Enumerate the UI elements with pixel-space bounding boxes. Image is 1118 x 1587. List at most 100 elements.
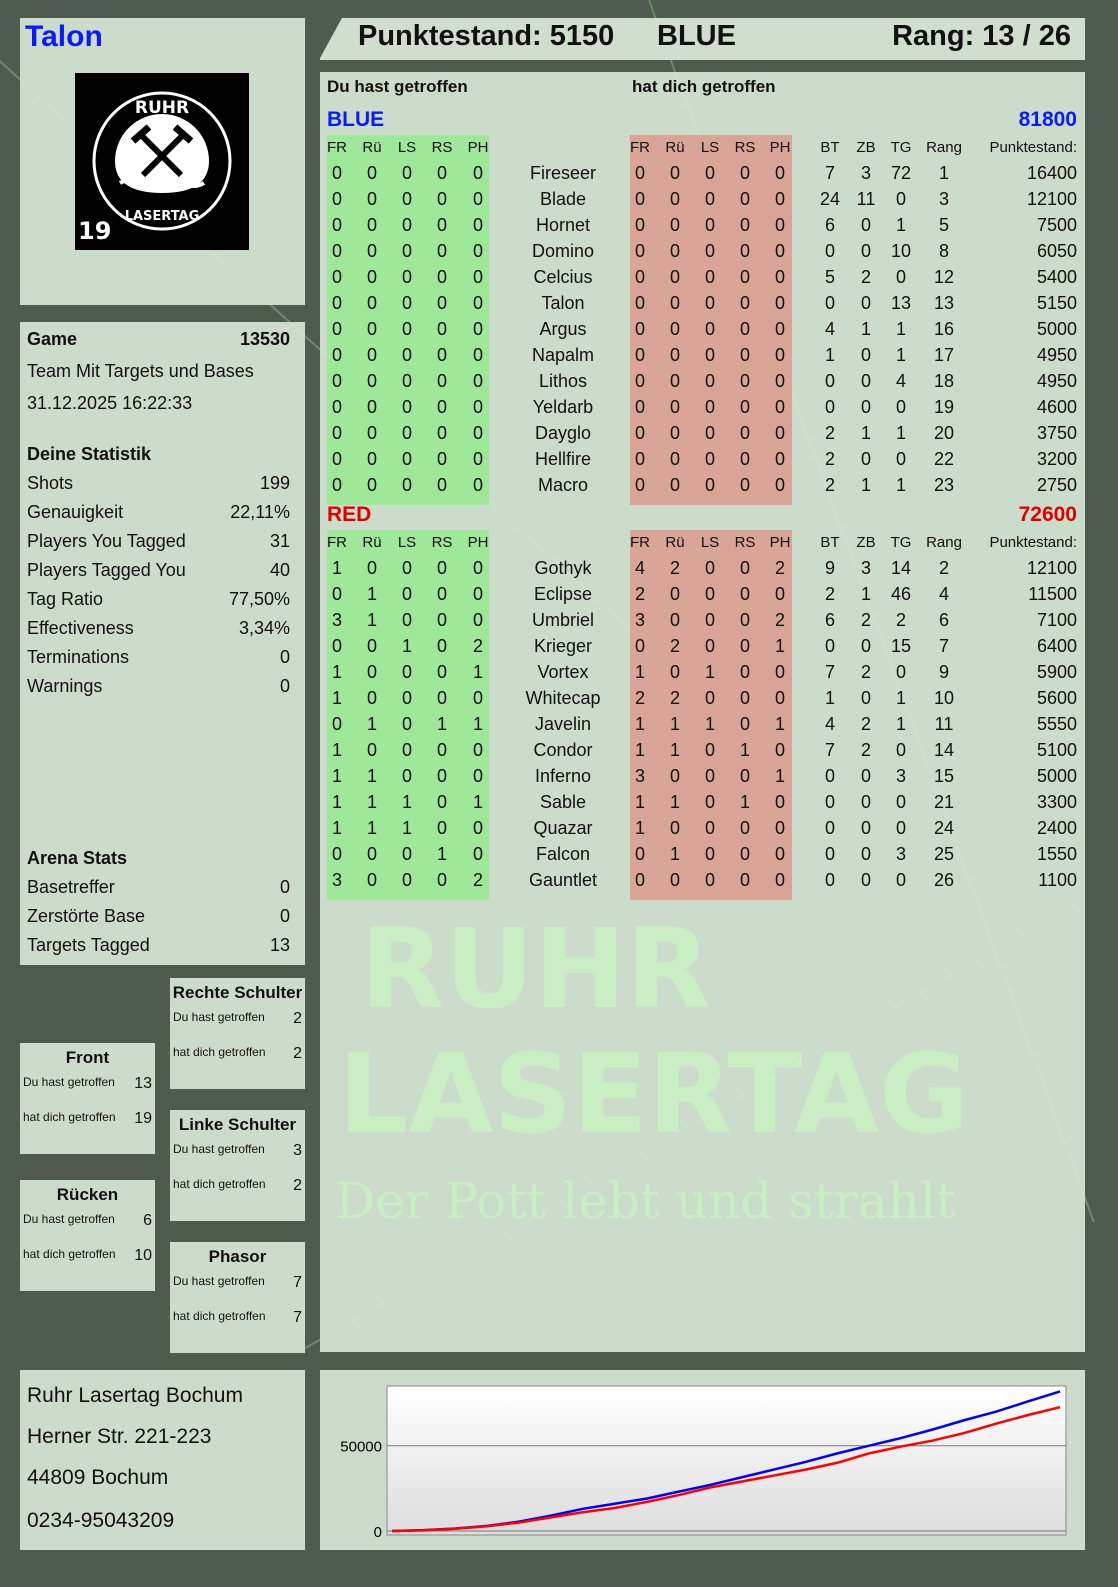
- player-stat: 4: [895, 371, 907, 391]
- player-stat: 16: [933, 319, 955, 339]
- player-stat: 7: [824, 662, 836, 682]
- you-hit-count: 0: [331, 714, 343, 734]
- hit-you-count: 0: [739, 241, 751, 261]
- column-header: LS: [397, 534, 417, 551]
- player-stat: 5: [824, 267, 836, 287]
- player-score: 1550: [1036, 844, 1077, 864]
- hit-you-count: 0: [739, 189, 751, 209]
- column-header: Punktestand:: [989, 139, 1077, 156]
- team-total: 72600: [1018, 503, 1077, 526]
- hit-you-count: 0: [739, 610, 751, 630]
- hit-you-count: 0: [634, 397, 646, 417]
- you-hit-count: 0: [401, 740, 413, 760]
- you-hit-count: 0: [366, 293, 378, 313]
- player-stat: 1: [895, 319, 907, 339]
- player-stat: 72: [890, 163, 912, 183]
- you-hit-count: 0: [436, 371, 448, 391]
- you-hit-count: 0: [472, 766, 484, 786]
- player-stat: 0: [895, 792, 907, 812]
- you-hit-count: 0: [436, 449, 448, 469]
- you-hit-count: 0: [401, 584, 413, 604]
- you-hit-count: 0: [436, 610, 448, 630]
- you-hit-count: 0: [401, 688, 413, 708]
- hit-you-count: 0: [704, 792, 716, 812]
- hit-you-count: 4: [634, 558, 646, 578]
- you-hit-count: 0: [401, 844, 413, 864]
- column-header: Rü: [665, 139, 685, 156]
- column-header: FR: [630, 139, 650, 156]
- hit-you-count: 0: [774, 371, 786, 391]
- you-hit-count: 0: [331, 449, 343, 469]
- player-stat: 15: [933, 766, 955, 786]
- player-stat: 14: [933, 740, 955, 760]
- player-name-cell: Domino: [531, 241, 595, 261]
- hit-you-count: 1: [634, 740, 646, 760]
- you-hit-count: 0: [436, 319, 448, 339]
- stats-title: Deine Statistik: [27, 444, 290, 465]
- player-score: 2400: [1036, 818, 1077, 838]
- hit-you-count: 0: [774, 215, 786, 235]
- zone-you-row: Du hast getroffen 2: [173, 1010, 302, 1028]
- you-hit-count: 0: [366, 423, 378, 443]
- hit-you-count: 0: [704, 740, 716, 760]
- hit-you-count: 0: [774, 584, 786, 604]
- stat-row: Players You Tagged 31: [27, 531, 290, 552]
- you-hit-count: 0: [331, 163, 343, 183]
- player-name-cell: Macro: [537, 475, 589, 495]
- you-hit-count: 1: [436, 714, 448, 734]
- hit-you-count: 0: [669, 475, 681, 495]
- hit-you-count: 0: [774, 792, 786, 812]
- player-stat: 2: [938, 558, 950, 578]
- hit-you-count: 0: [704, 610, 716, 630]
- hit-you-count: 0: [669, 189, 681, 209]
- you-hit-count: 0: [331, 189, 343, 209]
- hit-zone-box: Linke Schulter Du hast getroffen 3 hat di…: [170, 1110, 305, 1221]
- hit-you-count: 0: [704, 397, 716, 417]
- hit-you-count: 3: [634, 766, 646, 786]
- player-name-cell: Inferno: [534, 766, 592, 786]
- player-stat: 0: [824, 397, 836, 417]
- you-hit-count: 0: [331, 397, 343, 417]
- player-stat: 4: [824, 714, 836, 734]
- you-hit-count: 0: [436, 740, 448, 760]
- y-tick-label: 0: [374, 1524, 382, 1541]
- you-hit-count: 0: [472, 371, 484, 391]
- player-name-cell: Vortex: [537, 662, 589, 682]
- zone-them-value: 10: [134, 1247, 152, 1264]
- player-stat: 2: [860, 740, 872, 760]
- hit-you-count: 0: [704, 870, 716, 890]
- player-stat: 3: [860, 558, 872, 578]
- hit-you-count: 1: [634, 792, 646, 812]
- team-name: RED: [327, 503, 372, 526]
- you-hit-count: 1: [331, 688, 343, 708]
- player-stat: 6: [938, 610, 950, 630]
- hit-you-count: 0: [634, 163, 646, 183]
- stat-label: Genauigkeit: [27, 502, 124, 522]
- zone-them-label: hat dich getroffen: [173, 1177, 266, 1191]
- player-stat: 8: [938, 241, 950, 261]
- hit-you-count: 1: [634, 662, 646, 682]
- hit-you-count: 0: [739, 584, 751, 604]
- player-stat: 0: [824, 371, 836, 391]
- player-score: Punktestand: 5150: [358, 20, 615, 52]
- you-hit-count: 1: [331, 766, 343, 786]
- player-score: 6050: [1036, 241, 1077, 261]
- you-hit-count: 0: [472, 475, 484, 495]
- zone-them-row: hat dich getroffen 2: [173, 1045, 302, 1063]
- hit-you-count: 0: [774, 740, 786, 760]
- column-header: BT: [820, 534, 840, 551]
- player-rank: Rang: 13 / 26: [892, 20, 1071, 52]
- you-hit-count: 1: [436, 844, 448, 864]
- player-stat: 0: [824, 636, 836, 656]
- zone-them-value: 2: [293, 1045, 302, 1062]
- hit-you-count: 0: [669, 449, 681, 469]
- hit-you-count: 0: [739, 558, 751, 578]
- player-stat: 1: [824, 688, 836, 708]
- hit-you-count: 1: [669, 844, 681, 864]
- hit-you-count: 0: [739, 870, 751, 890]
- hit-you-count: 0: [704, 844, 716, 864]
- you-hit-count: 0: [401, 215, 413, 235]
- player-score: 7100: [1036, 610, 1077, 630]
- hit-you-count: 0: [774, 423, 786, 443]
- player-stat: 15: [890, 636, 912, 656]
